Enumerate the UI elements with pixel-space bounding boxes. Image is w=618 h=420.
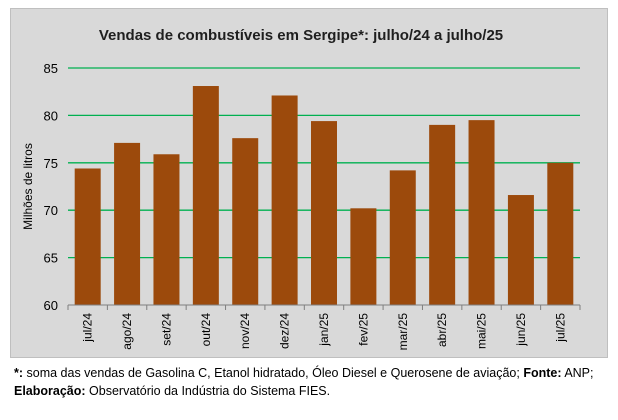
x-tick-label: jun/25	[514, 313, 528, 347]
x-tick-label: jan/25	[317, 313, 331, 347]
y-tick-label: 65	[44, 251, 58, 266]
footnote-definition: soma das vendas de Gasolina C, Etanol hi…	[23, 366, 520, 380]
x-tick-label: out/24	[199, 313, 213, 347]
x-tick-label: abr/25	[435, 313, 449, 347]
bar	[350, 208, 377, 305]
x-tick-label: ago/24	[120, 313, 134, 350]
chart-title: Vendas de combustíveis em Sergipe*: julh…	[98, 27, 504, 44]
footnote-source: ANP;	[561, 366, 594, 380]
x-tick-label: mar/25	[396, 313, 410, 351]
x-tick-label: fev/25	[356, 313, 370, 346]
y-tick-label: 60	[44, 298, 58, 313]
footnote-elaboration: Observatório da Indústria do Sistema FIE…	[85, 384, 331, 398]
bar	[468, 120, 495, 305]
x-tick-label: jul/25	[553, 313, 567, 343]
y-tick-label: 70	[44, 203, 58, 218]
bar	[389, 170, 416, 305]
chart-frame: Vendas de combustíveis em Sergipe*: julh…	[10, 8, 608, 358]
x-tick-label: set/24	[159, 313, 173, 346]
bar	[311, 121, 337, 305]
bar	[153, 154, 180, 305]
footnote-asterisk-label: *:	[14, 366, 24, 380]
x-tick-label: mai/25	[475, 313, 489, 349]
footnote-source-label: Fonte:	[519, 366, 562, 380]
bar-chart: 60 65 70 75 80 85 Milhões de litros jul/24 ago/2…	[21, 61, 581, 351]
x-tick-label: nov/24	[238, 313, 252, 349]
x-tick-label: jul/24	[81, 313, 95, 343]
footnote-elaboration-label: Elaboração:	[14, 384, 86, 398]
bar	[74, 168, 101, 305]
footnote-line-1: *: soma das vendas de Gasolina C, Etanol…	[14, 364, 604, 382]
bar	[507, 195, 534, 305]
x-tick-label: dez/24	[278, 313, 292, 349]
bar	[232, 138, 259, 305]
bar	[547, 162, 574, 305]
bar	[114, 142, 141, 305]
y-tick-label: 80	[44, 108, 58, 123]
footnote: *: soma das vendas de Gasolina C, Etanol…	[14, 364, 604, 400]
footnote-line-2: Elaboração: Observatório da Indústria do…	[14, 382, 604, 400]
y-tick-label: 75	[44, 156, 58, 171]
y-axis-label: Milhões de litros	[21, 143, 35, 230]
bar	[271, 95, 298, 305]
y-tick-label: 85	[44, 61, 58, 76]
bar	[192, 86, 219, 306]
bar	[429, 124, 456, 305]
